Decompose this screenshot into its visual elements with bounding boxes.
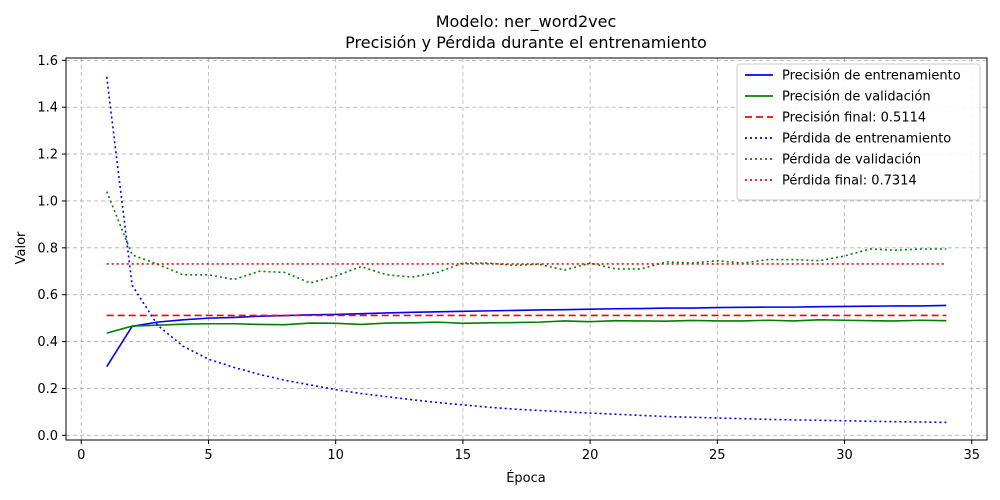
legend-label: Precisión de validación (782, 90, 931, 105)
legend-label: Pérdida final: 0.7314 (782, 174, 917, 189)
y-tick-label: 0.0 (37, 429, 58, 444)
x-tick-label: 5 (204, 448, 212, 463)
legend-label: Precisión final: 0.5114 (782, 111, 926, 126)
y-tick-label: 0.2 (37, 382, 58, 397)
legend: Precisión de entrenamiento Precisión de v… (736, 63, 981, 201)
ticks: 0 5 10 15 20 25 30 35 0.0 0.2 0.4 0.6 0.8 1.0 1.2 1.4 1.… (37, 54, 980, 463)
series-line-perdida-de-validacion (105, 191, 947, 284)
x-axis-label: Época (506, 470, 546, 486)
legend-label: Precisión de entrenamiento (782, 69, 961, 84)
chart-title: Modelo: ner_word2vec (436, 12, 616, 32)
y-tick-label: 1.0 (37, 194, 58, 209)
x-tick-label: 15 (455, 448, 472, 463)
legend-label: Pérdida de validación (782, 153, 921, 168)
y-axis-label: Valor (14, 231, 29, 264)
y-tick-label: 1.4 (37, 101, 58, 116)
series-line-precision-de-validacion (106, 318, 947, 334)
y-tick-label: 0.6 (37, 288, 58, 303)
chart-subtitle: Precisión y Pérdida durante el entrenami… (345, 33, 707, 52)
y-tick-label: 1.2 (37, 148, 58, 163)
y-tick-label: 0.4 (37, 335, 58, 350)
series-line-precision-de-entrenamiento (106, 304, 947, 368)
legend-box (736, 63, 981, 201)
series-line-perdida-de-entrenamiento (105, 76, 947, 424)
x-tick-label: 10 (327, 448, 344, 463)
plot-frame (65, 57, 988, 441)
series-layer (105, 76, 947, 424)
x-tick-label: 25 (709, 448, 726, 463)
y-tick-label: 0.8 (37, 241, 58, 256)
legend-label: Pérdida de entrenamiento (782, 132, 951, 147)
x-tick-label: 35 (963, 448, 980, 463)
y-tick-label: 1.6 (37, 54, 58, 69)
x-tick-label: 20 (582, 448, 599, 463)
x-tick-label: 30 (836, 448, 853, 463)
x-tick-label: 0 (77, 448, 85, 463)
